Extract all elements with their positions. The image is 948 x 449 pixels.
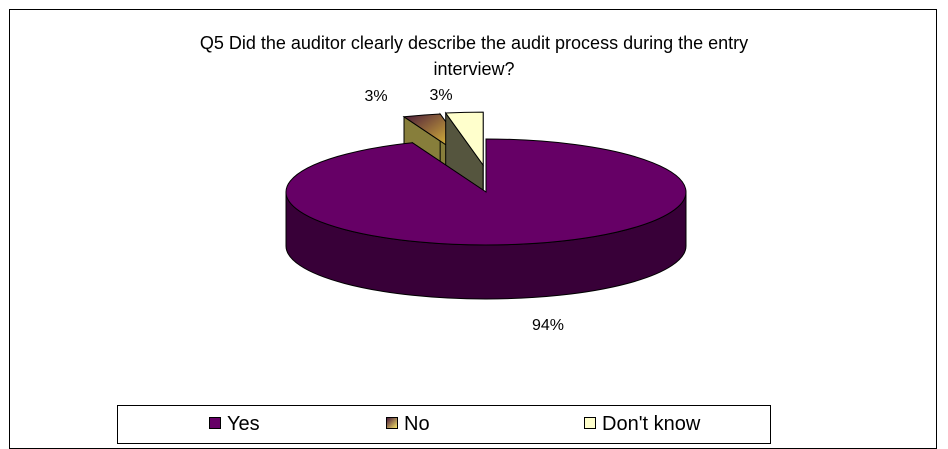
data-label-don-t-know: 3% [429,87,452,104]
legend-swatch-no [386,417,398,429]
legend-item-no: No [386,412,430,436]
legend-item-yes: Yes [209,412,260,436]
legend-swatch-dont-know [584,417,596,429]
chart-title-line-1: Q5 Did the auditor clearly describe the … [199,33,749,53]
legend-swatch-yes [209,417,221,429]
chart-title-line-2: interview? [433,59,515,79]
pie-slice-yes [285,138,687,246]
pie-slice-don-t-know [444,111,484,167]
legend-label-yes: Yes [227,413,260,435]
data-label-yes: 94% [532,317,564,334]
chart-title: Q5 Did the auditor clearly describe the … [0,30,948,82]
legend: Yes No Don't know [117,405,771,444]
data-label-no: 3% [364,88,387,105]
legend-item-dont-know: Don't know [584,412,700,436]
legend-label-dont-know: Don't know [602,413,701,435]
legend-label-no: No [404,413,430,435]
